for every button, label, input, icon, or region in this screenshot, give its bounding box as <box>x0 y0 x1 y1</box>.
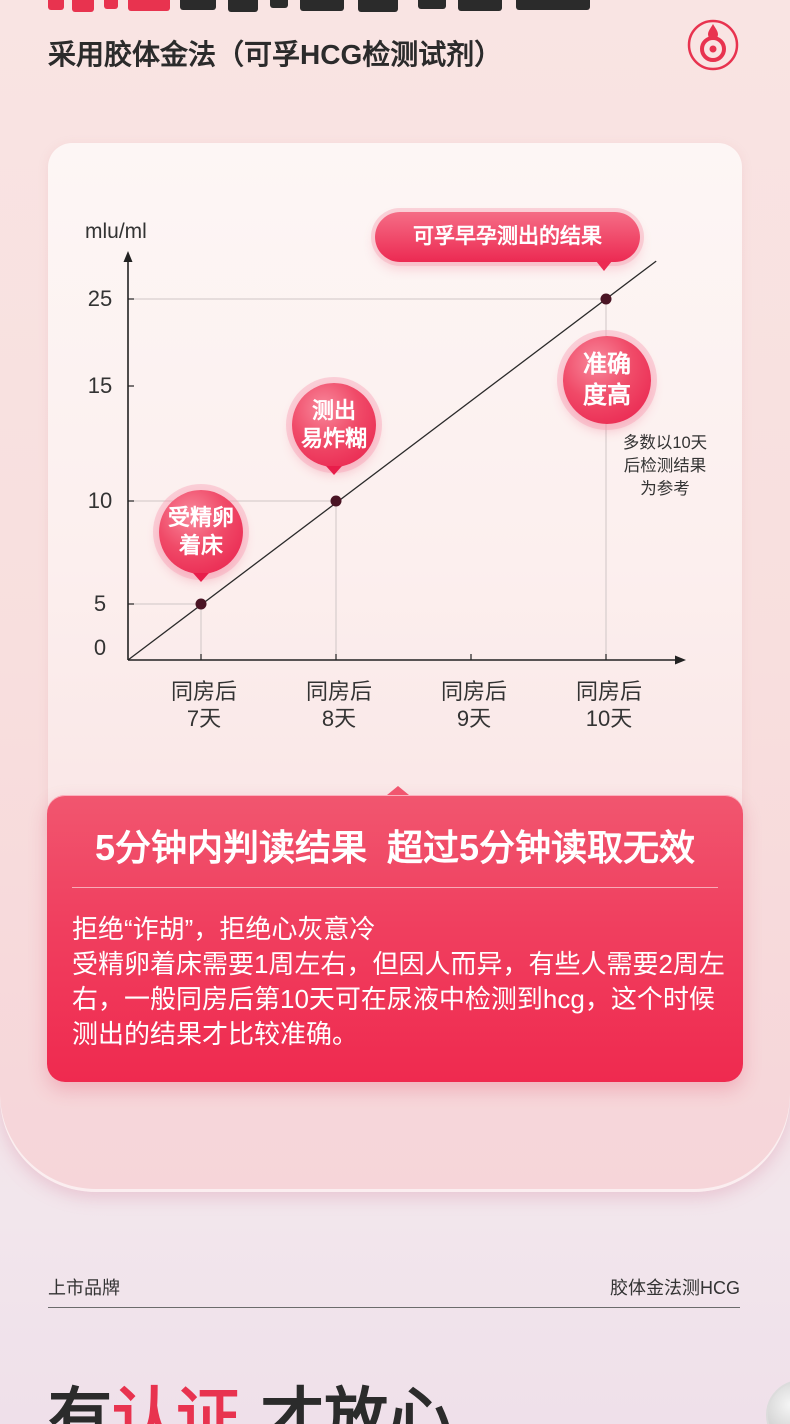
notice-pointer <box>387 786 409 795</box>
silver-badge-decoration <box>762 1378 790 1424</box>
heading-glyph-fragment <box>104 0 118 9</box>
heading-glyph-fragment <box>458 0 502 11</box>
notice-divider <box>72 887 718 888</box>
notice-box: 5分钟内判读结果 超过5分钟读取无效 拒绝“诈胡”，拒绝心灰意冷 受精卵着床需要… <box>47 786 743 1082</box>
heading-glyph-fragment <box>180 0 216 10</box>
annotation-text: 受精卵 着床 <box>167 505 234 558</box>
silver-disc <box>766 1380 790 1424</box>
heading-glyph-fragment <box>418 0 446 9</box>
notice-line: 拒绝“诈胡”，拒绝心灰意冷 <box>72 914 376 944</box>
heading-glyph-fragment <box>48 0 64 10</box>
heading-glyph-fragment <box>128 0 170 11</box>
heading-glyph-fragment <box>516 0 590 10</box>
brand-label: 上市品牌 <box>48 1278 120 1298</box>
result-callout: 可孚早孕测出的结果 <box>375 212 640 271</box>
heading-glyph-fragment <box>228 0 258 12</box>
notice-body: 拒绝“诈胡”，拒绝心灰意冷 受精卵着床需要1周左右，但因人而异，有些人需要2周左… <box>72 912 732 1052</box>
heading-part: 有 <box>48 1384 112 1424</box>
notice-line: 测出的结果才比较准确。 <box>72 1019 359 1049</box>
notice-line: 右，一般同房后第10天可在尿液中检测到hcg，这个时候 <box>72 984 715 1014</box>
section-heading-text: 有认证 才放心 <box>48 1386 452 1424</box>
heading-glyph-fragment <box>72 0 94 12</box>
annotation-bubble: 测出 易炸糊 <box>292 383 376 475</box>
annotation-bubble: 受精卵 着床 <box>159 490 243 582</box>
section-heading: 有认证 才放心 <box>48 1384 608 1424</box>
notice-line: 受精卵着床需要1周左右，但因人而异，有些人需要2周左 <box>72 949 725 979</box>
heading-glyph-fragment <box>270 0 288 8</box>
annotation-text: 测出 易炸糊 <box>300 398 367 451</box>
chart-side-note: 多数以10天 后检测结果 为参考 <box>622 434 708 498</box>
annotation-text: 准确 度高 <box>583 351 631 409</box>
page-subtitle: 采用胶体金法（可孚HCG检测试剂） <box>48 39 503 70</box>
heading-glyph-fragment <box>358 0 398 12</box>
annotation-bubble: 准确 度高 <box>563 336 651 424</box>
heading-highlight: 认证 <box>112 1384 240 1424</box>
cropped-heading-fragment <box>48 0 593 13</box>
method-label: 胶体金法测HCG <box>610 1278 740 1298</box>
heading-glyph-fragment <box>300 0 344 11</box>
blood-drop-target-icon <box>686 18 740 72</box>
heading-part: 才放心 <box>260 1384 452 1424</box>
notice-title: 5分钟内判读结果 超过5分钟读取无效 <box>94 827 696 868</box>
footer-divider <box>48 1307 740 1308</box>
